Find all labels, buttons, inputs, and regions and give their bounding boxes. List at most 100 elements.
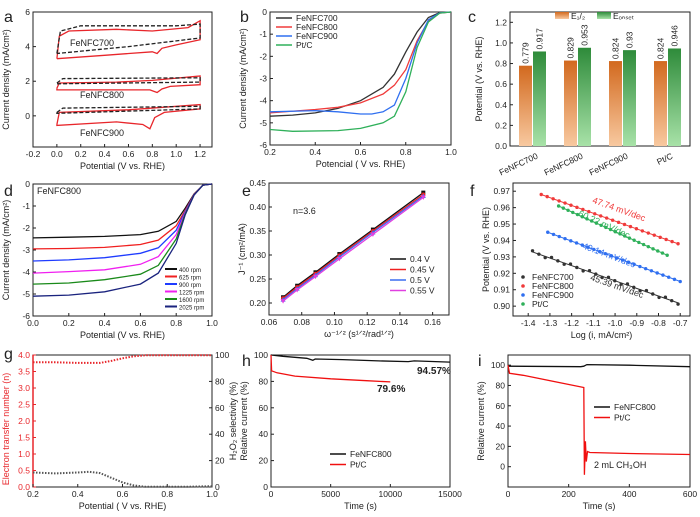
panel-letter: d <box>4 183 13 200</box>
y-tick-label: 0.5 <box>18 466 30 476</box>
x-tick-label: 0.8 <box>170 318 182 328</box>
data-point <box>587 268 592 273</box>
panel-letter: e <box>242 183 251 200</box>
data-point <box>670 298 674 303</box>
data-point <box>651 292 655 296</box>
x-tick-label: 0.2 <box>75 149 87 159</box>
x-category-label: FeNFC700 <box>497 151 539 178</box>
y-tick-label: 2 <box>25 76 30 86</box>
data-point <box>549 255 554 260</box>
annotation: 79.6% <box>377 384 405 395</box>
data-point <box>641 242 646 247</box>
y2-tick-label: 20 <box>215 456 225 466</box>
legend-label: 1600 rpm <box>179 298 204 304</box>
y-tick-label: 0.8 <box>495 59 507 69</box>
series-line-curve-0 <box>33 354 212 364</box>
data-point <box>575 205 579 210</box>
x-tick-label: 0.2 <box>63 318 75 328</box>
x-tick-label: 0.12 <box>359 317 376 327</box>
legend-swatch <box>597 12 611 19</box>
panel-letter: h <box>242 353 251 370</box>
bar-pt-c-1 <box>668 48 681 147</box>
x-tick-label: 0.16 <box>424 317 441 327</box>
x-tick-label: 0.4 <box>309 147 321 157</box>
x-axis-label: Log (i, mA/cm²) <box>571 330 633 340</box>
x-tick-label: 15000 <box>438 489 462 499</box>
y-tick-label: 0.92 <box>493 268 510 278</box>
legend-label: FeNFC900 <box>532 290 574 300</box>
y-tick-label: 0.40 <box>249 202 266 212</box>
data-point <box>646 244 651 249</box>
data-point <box>539 192 543 197</box>
y-axis-label: J⁻¹ (cm²/mA) <box>237 223 247 275</box>
x-tick-label: 5000 <box>321 489 340 499</box>
data-point <box>589 219 594 223</box>
y-tick-label: 0.96 <box>493 203 510 213</box>
data-point <box>615 256 619 260</box>
bar-value-label: 0.953 <box>580 24 590 46</box>
bar-fenfc700-0 <box>519 65 532 146</box>
data-point <box>603 251 608 256</box>
x-axis-label: Potential (V vs. RHE) <box>80 330 165 340</box>
y-tick-label: 1.0 <box>18 449 30 459</box>
y-tick-label: 0.25 <box>249 274 266 284</box>
data-point <box>632 262 636 267</box>
x-tick-label: 0.8 <box>400 147 412 157</box>
x-tick-label: 0.8 <box>161 489 173 499</box>
data-point <box>587 209 591 214</box>
data-point <box>530 249 535 253</box>
legend-label: 0.45 V <box>410 265 435 275</box>
y-tick-label: 0.91 <box>493 285 510 295</box>
data-point <box>581 207 585 212</box>
x-tick-label: -1.4 <box>521 318 536 328</box>
data-point <box>618 232 622 236</box>
series-line-curve-4 <box>56 103 201 130</box>
bar-pt-c-0 <box>654 61 667 146</box>
y-tick-label: -1 <box>22 201 30 211</box>
y-tick-label: -3 <box>259 74 267 84</box>
x-tick-label: 600 <box>683 489 697 499</box>
y-axis-label: Relative current (%) <box>476 381 486 461</box>
bar-value-label: 0.779 <box>521 42 531 64</box>
data-point <box>634 227 639 231</box>
data-point <box>664 237 668 242</box>
y-tick-label: 4.0 <box>18 350 30 360</box>
data-point <box>613 279 617 283</box>
series-line-pt-c <box>269 11 452 132</box>
slope-label: 45.39 mV/dec <box>589 272 645 300</box>
y-tick-label: 100 <box>491 360 505 370</box>
y-axis-label: Current density (mA/cm²) <box>1 200 11 301</box>
data-point <box>562 262 566 266</box>
plot-frame <box>32 354 213 488</box>
data-point <box>551 232 556 237</box>
data-point <box>670 239 674 244</box>
legend-label: Eₒₙₛₑₜ <box>613 11 635 21</box>
data-point <box>336 256 342 262</box>
data-point <box>652 233 656 237</box>
data-point <box>678 279 682 284</box>
data-point <box>574 241 579 245</box>
data-point <box>625 282 630 286</box>
y-tick-label: -4 <box>22 267 30 277</box>
legend-marker <box>521 302 525 306</box>
y2-axis-label: H₂O₂ selectivity (%) <box>228 382 238 461</box>
data-point <box>608 227 613 232</box>
data-point <box>657 295 661 300</box>
y-tick-label: -4 <box>259 96 267 106</box>
y-tick-label: 60 <box>259 403 269 413</box>
legend-label: Pt/C <box>614 413 631 423</box>
panel-i: i 0 20 40 60 80 100 0 200 400 600 Time (s) Relative … <box>476 353 697 511</box>
y-axis-label: Current density (mA/cm²) <box>238 28 248 129</box>
y-tick-label: 20 <box>496 441 506 451</box>
x-tick-label: 1.0 <box>206 318 218 328</box>
x-tick-label: 0 <box>506 489 511 499</box>
data-point <box>676 242 680 246</box>
legend-label: FeNFC900 <box>296 31 338 41</box>
y-tick-label: -1 <box>259 29 267 39</box>
y-tick-label: 0 <box>500 462 505 472</box>
legend-marker <box>521 275 525 279</box>
data-point <box>569 203 573 207</box>
legend-label: 900 rpm <box>179 283 201 289</box>
plot-frame <box>32 11 213 148</box>
series-line-pt-c <box>507 365 691 475</box>
